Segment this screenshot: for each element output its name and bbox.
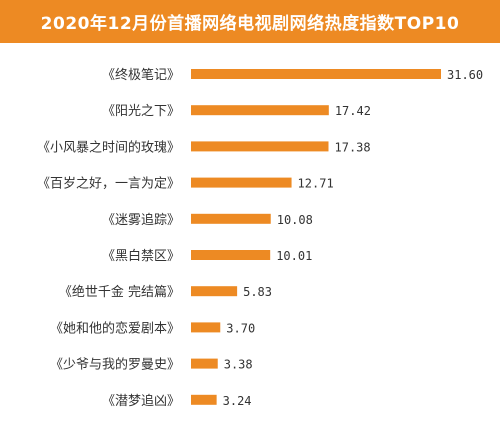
title-banner: 2020年12月份首播网络电视剧网络热度指数TOP10: [0, 0, 500, 43]
bar: [191, 213, 271, 224]
value-label: 5.83: [243, 285, 272, 299]
value-label: 10.08: [277, 213, 313, 227]
value-label: 3.70: [226, 321, 255, 335]
category-label: 《终极笔记》: [102, 67, 180, 83]
category-label: 《潜梦追凶》: [102, 393, 180, 409]
bar: [191, 394, 217, 405]
bar: [191, 322, 221, 333]
category-label: 《她和他的恋爱剧本》: [50, 320, 180, 336]
value-label: 31.60: [447, 68, 483, 82]
category-label: 《阳光之下》: [102, 104, 180, 119]
category-label: 《迷雾追踪》: [102, 212, 180, 228]
value-label: 17.42: [335, 104, 371, 118]
category-label: 《小风暴之时间的玫瑰》: [37, 139, 180, 155]
value-label: 3.38: [224, 358, 253, 372]
bar: [191, 250, 271, 260]
chart-title: 2020年12月份首播网络电视剧网络热度指数TOP10: [40, 14, 460, 34]
bar: [191, 286, 238, 297]
value-label: 12.71: [298, 177, 334, 191]
value-label: 10.01: [276, 249, 312, 263]
bar: [191, 177, 292, 188]
bar: [191, 69, 441, 79]
category-label: 《百岁之好，一言为定》: [37, 177, 180, 192]
category-label: 《黑白禁区》: [102, 248, 180, 264]
value-label: 3.24: [223, 394, 252, 408]
category-label: 《绝世千金 完结篇》: [59, 284, 180, 300]
bar: [191, 105, 329, 116]
value-label: 17.38: [335, 140, 371, 154]
bar: [191, 141, 329, 152]
bar: [191, 358, 218, 369]
category-label: 《少爷与我的罗曼史》: [50, 357, 180, 373]
